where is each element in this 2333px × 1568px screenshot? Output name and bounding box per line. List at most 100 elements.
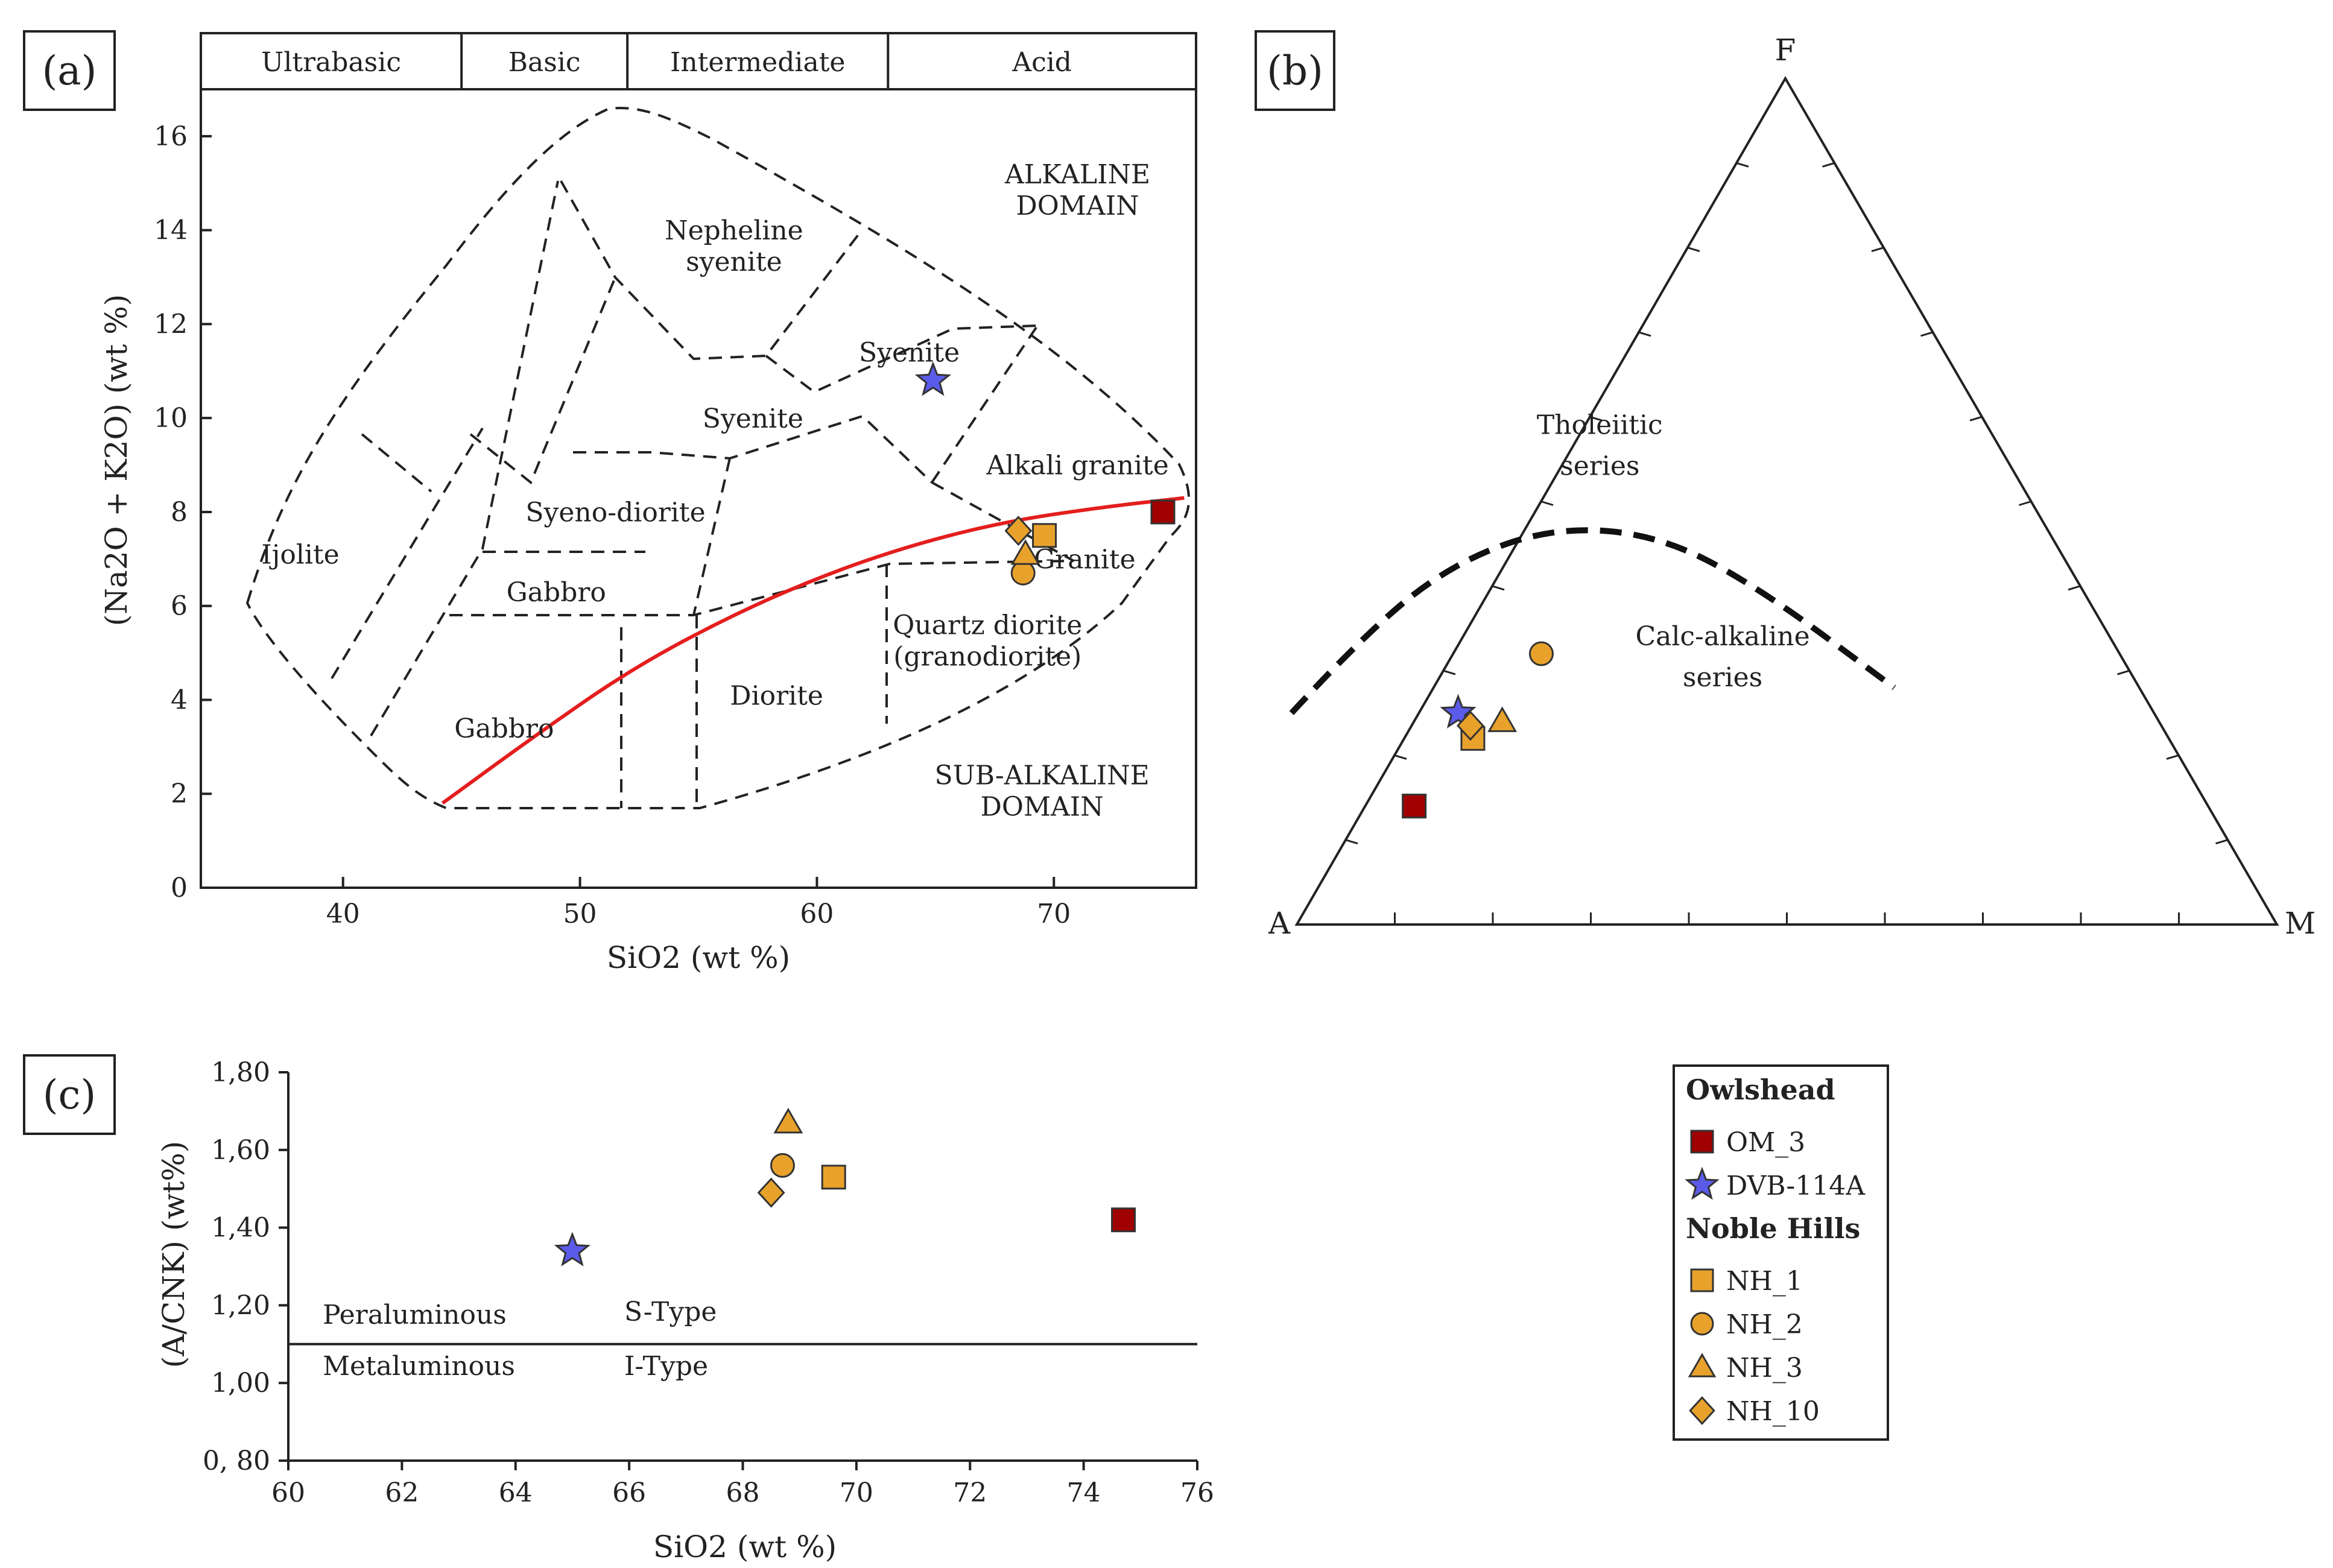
panel-b-tholeiitic-calcalkaline-boundary bbox=[1289, 527, 1896, 715]
panel-c-ytick-label: 1,20 bbox=[211, 1290, 270, 1321]
panel-b-vertex-M: M bbox=[2285, 906, 2316, 941]
panel-a-region-granodiorite: (granodiorite) bbox=[893, 641, 1081, 672]
panel-b-region-series: series bbox=[1560, 450, 1639, 481]
panel-c-xtick-label: 64 bbox=[499, 1478, 533, 1508]
panel-a-ytick-label: 6 bbox=[171, 591, 188, 622]
panel-b-tick bbox=[2068, 585, 2081, 591]
panel-a-ytick-label: 0 bbox=[171, 873, 188, 903]
panel-a-plot-frame bbox=[200, 32, 1197, 889]
panel-b-tick bbox=[1443, 669, 1456, 675]
panel-a-ytick-label: 2 bbox=[171, 779, 188, 809]
panel-b-point-om-3 bbox=[1402, 794, 1427, 819]
panel-a-band-acid: Acid bbox=[1011, 47, 1072, 78]
panel-b-tick bbox=[2215, 839, 2228, 845]
legend-group-noble-hills: NH_1 NH_2 NH_3 NH_10 bbox=[1688, 1266, 1820, 1427]
panel-a-region-alkali-granite: Alkali granite bbox=[986, 450, 1168, 481]
panel-a-tas-diagram: (a) Ultrabasic Basic Intermediate Acid ALKA… bbox=[23, 30, 1197, 975]
panel-b-vertex-A: A bbox=[1268, 906, 1291, 941]
panel-c-xtick-label: 66 bbox=[612, 1478, 646, 1508]
panel-c-xtick-label: 74 bbox=[1067, 1478, 1101, 1508]
panel-b-tick bbox=[1687, 247, 1700, 253]
panel-b-tick bbox=[2117, 669, 2130, 675]
panel-b-afm-diagram: (b) A F M Tholeiitic series Calc-alkaline s… bbox=[1255, 30, 2316, 941]
panel-a-region-alkaline: ALKALINE bbox=[1004, 159, 1150, 190]
panel-c-ytick-label: 0, 80 bbox=[203, 1446, 270, 1476]
panel-b-tick bbox=[1492, 585, 1505, 591]
panel-c-peraluminous-label: Peraluminous bbox=[323, 1300, 507, 1330]
panel-b-region-tholeiitic: Tholeiitic bbox=[1537, 409, 1663, 440]
panel-b-ticks bbox=[1345, 162, 2228, 925]
panel-c-label: (c) bbox=[43, 1072, 96, 1118]
panel-a-ylabel: (Na2O + K2O) (wt %) bbox=[99, 294, 134, 626]
panel-b-vertex-F: F bbox=[1775, 33, 1796, 68]
panel-a-xtick-label: 60 bbox=[800, 899, 834, 929]
panel-a-points bbox=[914, 361, 1176, 586]
panel-b-region-labels: Tholeiitic series Calc-alkaline series bbox=[1537, 409, 1810, 693]
panel-c-point-om-3 bbox=[1111, 1207, 1136, 1233]
panel-a-point-dvb-114a bbox=[914, 361, 952, 396]
legend-label-nh-10: NH_10 bbox=[1726, 1396, 1820, 1427]
panel-b-triangle bbox=[1294, 76, 2279, 926]
panel-b-region-series: series bbox=[1683, 662, 1762, 693]
panel-c-xtick-label: 60 bbox=[271, 1478, 305, 1508]
panel-c-acnk-diagram: (c) 60 62 64 66 68 70 72 74 76 0, 80 1,00 1,20 1,40 1… bbox=[23, 1054, 1214, 1564]
panel-a-ytick-label: 14 bbox=[154, 215, 188, 246]
panel-b-label: (b) bbox=[1267, 48, 1323, 94]
panel-b-tick bbox=[1638, 331, 1651, 337]
panel-c-metaluminous-label: Metaluminous bbox=[323, 1351, 515, 1382]
panel-a-syenodiorite-right bbox=[692, 458, 731, 616]
panel-a-region-syeno-diorite: Syeno-diorite bbox=[525, 498, 705, 528]
panel-a-xtick-label: 70 bbox=[1037, 899, 1071, 929]
legend-marker-nh-10 bbox=[1689, 1396, 1715, 1425]
panel-a-ytick-label: 8 bbox=[171, 497, 188, 528]
panel-b-tick bbox=[1822, 162, 1835, 168]
panel-a-xtick-label: 40 bbox=[326, 899, 360, 929]
panel-c-axes: 60 62 64 66 68 70 72 74 76 0, 80 1,00 1,20 1,40 1,60 1… bbox=[203, 1057, 1214, 1508]
legend-group-title-owlshead: Owlshead bbox=[1686, 1073, 1835, 1106]
panel-a-label: (a) bbox=[42, 48, 97, 94]
panel-c-points bbox=[554, 1107, 1136, 1266]
panel-c-point-nh-1 bbox=[821, 1165, 846, 1190]
panel-a-region-syenite: Syenite bbox=[859, 338, 960, 368]
panel-a-region-sub-alkaline: SUB-ALKALINE bbox=[934, 760, 1149, 791]
panel-c-xtick-label: 76 bbox=[1180, 1478, 1214, 1508]
legend-label-nh-1: NH_1 bbox=[1726, 1266, 1803, 1297]
panel-a-band-ultrabasic: Ultrabasic bbox=[261, 47, 401, 78]
legend-marker-dvb-114a bbox=[1685, 1166, 1720, 1200]
panel-c-point-nh-2 bbox=[770, 1153, 795, 1178]
legend-label-nh-3: NH_3 bbox=[1726, 1353, 1803, 1383]
panel-a-point-om-3 bbox=[1150, 499, 1176, 525]
panel-c-ytick-label: 1,80 bbox=[211, 1057, 270, 1088]
panel-a-ytick-label: 4 bbox=[171, 684, 188, 715]
panel-a-alkaline-boundary-curve bbox=[441, 496, 1185, 805]
panel-b-tick bbox=[1589, 416, 1603, 422]
panel-a-point-nh-1 bbox=[1032, 523, 1057, 548]
panel-b-point-dvb-114a bbox=[1440, 694, 1477, 729]
panel-c-s-type-label: S-Type bbox=[624, 1297, 717, 1327]
panel-a-outer-field bbox=[245, 107, 1191, 809]
legend-group-owlshead: OM_3 DVB-114A bbox=[1685, 1127, 1866, 1201]
panel-c-xtick-label: 72 bbox=[953, 1478, 987, 1508]
panel-c-xtick-label: 62 bbox=[385, 1478, 419, 1508]
panel-a-region-quartz-diorite: Quartz diorite bbox=[893, 610, 1082, 640]
panel-b-tick bbox=[2019, 501, 2031, 506]
panel-a-region-syenite: syenite bbox=[686, 247, 782, 277]
panel-a-xtick-label: 50 bbox=[563, 899, 597, 929]
panel-a-xlabel: SiO2 (wt %) bbox=[607, 940, 790, 975]
panel-a-alkali-granite-left bbox=[931, 324, 1039, 484]
panel-c-xtick-label: 68 bbox=[726, 1478, 760, 1508]
panel-c-point-nh-10 bbox=[757, 1177, 785, 1208]
panel-a-ijolite-top bbox=[361, 433, 432, 493]
panel-a-syenite-boundary bbox=[765, 324, 1038, 394]
legend-marker-nh-1 bbox=[1690, 1268, 1714, 1292]
panel-a-region-domain: DOMAIN bbox=[1016, 191, 1139, 221]
legend-marker-nh-3 bbox=[1688, 1353, 1717, 1377]
legend-label-dvb-114a: DVB-114A bbox=[1726, 1171, 1866, 1201]
panel-a-band-basic: Basic bbox=[508, 47, 581, 78]
panel-b-tick bbox=[1540, 501, 1554, 506]
panel-a-region-domain: DOMAIN bbox=[981, 792, 1104, 823]
panel-a-gabbro-left bbox=[370, 180, 559, 737]
panel-a-region-granite: Granite bbox=[1034, 544, 1136, 575]
panel-a-axes: 40 50 60 70 0 2 4 6 8 10 12 14 16 bbox=[154, 121, 1071, 929]
